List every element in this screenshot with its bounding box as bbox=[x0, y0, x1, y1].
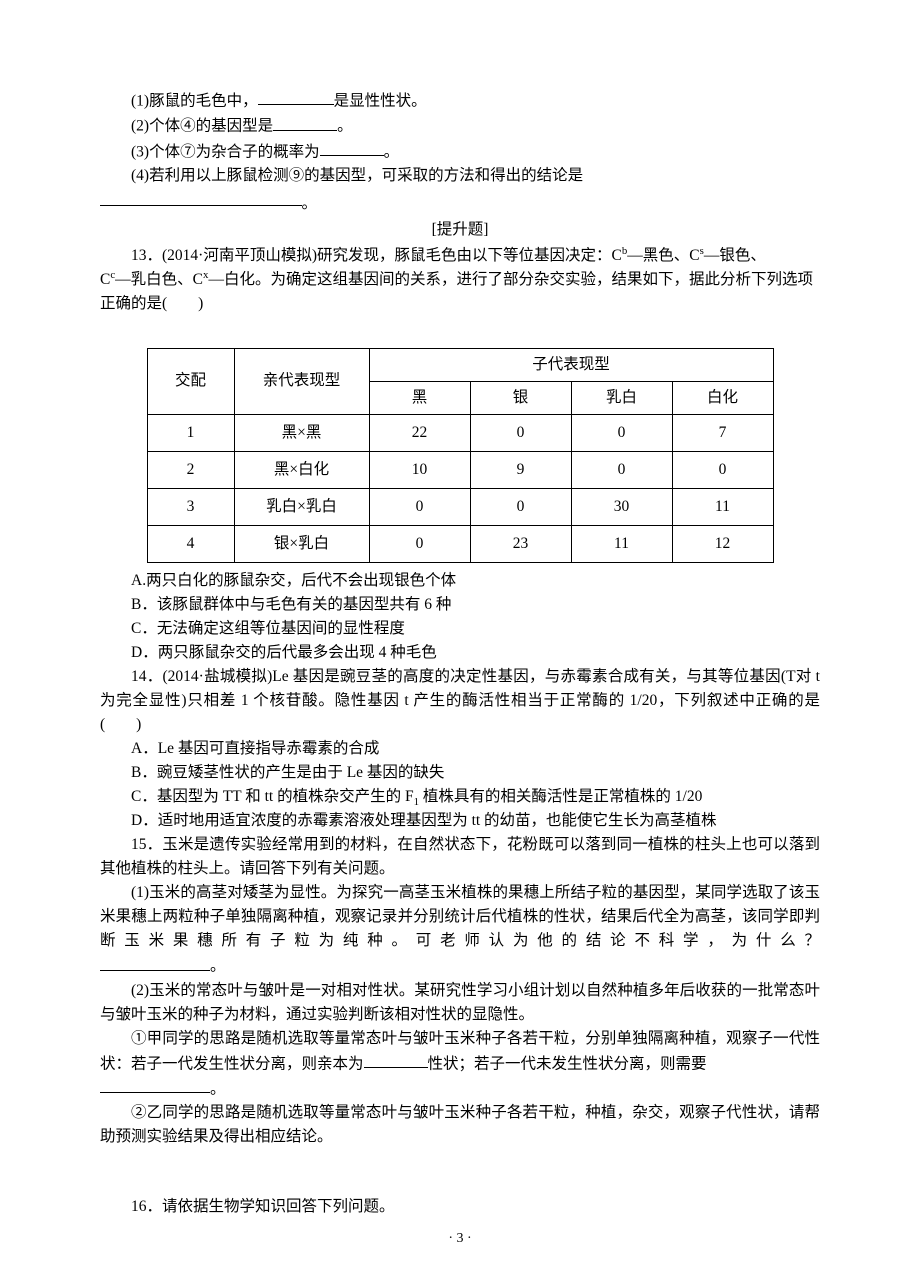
text: 13．(2014·河南平顶山模拟)研究发现，豚鼠毛色由以下等位基因决定：C bbox=[131, 247, 622, 264]
q13-optC: C．无法确定这组等位基因间的显性程度 bbox=[100, 617, 820, 641]
cell: 黑×白化 bbox=[234, 452, 369, 489]
th-mating: 交配 bbox=[147, 348, 234, 414]
cell: 0 bbox=[369, 489, 470, 526]
cell: 0 bbox=[571, 415, 672, 452]
q14-optA: A．Le 基因可直接指导赤霉素的合成 bbox=[100, 737, 820, 761]
blank-long bbox=[100, 953, 210, 970]
cell: 乳白×乳白 bbox=[234, 489, 369, 526]
cell: 11 bbox=[571, 526, 672, 563]
q15-p1-blank: 。 bbox=[100, 953, 820, 978]
cell: 30 bbox=[571, 489, 672, 526]
text: —银色、 bbox=[704, 247, 766, 264]
cell: 银×乳白 bbox=[234, 526, 369, 563]
text: 。 bbox=[302, 195, 318, 212]
blank bbox=[320, 139, 384, 156]
text: (2)个体④的基因型是 bbox=[131, 118, 273, 135]
th-sub: 乳白 bbox=[571, 382, 672, 415]
q14-optB: B．豌豆矮茎性状的产生是由于 Le 基因的缺失 bbox=[100, 761, 820, 785]
cell: 7 bbox=[672, 415, 773, 452]
table-row: 2 黑×白化 10 9 0 0 bbox=[147, 452, 773, 489]
cell: 3 bbox=[147, 489, 234, 526]
text: 是显性性状。 bbox=[334, 92, 427, 109]
text: [提升题] bbox=[432, 221, 489, 238]
th-offspring: 子代表现型 bbox=[369, 348, 773, 381]
text: 性状；若子一代未发生性状分离，则需要 bbox=[428, 1055, 707, 1072]
q-pre-line2: (2)个体④的基因型是 。 bbox=[100, 113, 820, 138]
cell: 4 bbox=[147, 526, 234, 563]
section-title: [提升题] bbox=[100, 218, 820, 242]
q15-p2-1: ①甲同学的思路是随机选取等量常态叶与皱叶玉米种子各若干粒，分别单独隔离种植，观察… bbox=[100, 1027, 820, 1076]
text: 。 bbox=[210, 958, 226, 975]
text: 。 bbox=[337, 118, 353, 135]
cell: 11 bbox=[672, 489, 773, 526]
text: —乳白色、C bbox=[115, 271, 203, 288]
cell: 0 bbox=[470, 489, 571, 526]
q15-stem: 15．玉米是遗传实验经常用到的材料，在自然状态下，花粉既可以落到同一植株的柱头上… bbox=[100, 833, 820, 881]
cell: 22 bbox=[369, 415, 470, 452]
text: (4)若利用以上豚鼠检测⑨的基因型，可采取的方法和得出的结论是 bbox=[131, 167, 583, 184]
cell: 9 bbox=[470, 452, 571, 489]
table-row: 3 乳白×乳白 0 0 30 11 bbox=[147, 489, 773, 526]
q-pre-line1: (1)豚鼠的毛色中， 是显性性状。 bbox=[100, 88, 820, 113]
text: (1)豚鼠的毛色中， bbox=[131, 92, 258, 109]
q13-optD: D．两只豚鼠杂交的后代最多会出现 4 种毛色 bbox=[100, 641, 820, 665]
cell: 0 bbox=[571, 452, 672, 489]
q14-optC: C．基因型为 TT 和 tt 的植株杂交产生的 F1 植株具有的相关酶活性是正常… bbox=[100, 785, 820, 809]
cell: 0 bbox=[470, 415, 571, 452]
spacer bbox=[100, 1149, 820, 1195]
page-number: · 3 · bbox=[0, 1228, 920, 1250]
q15-p2: (2)玉米的常态叶与皱叶是一对相对性状。某研究性学习小组计划以自然种植多年后收获… bbox=[100, 979, 820, 1027]
cell: 0 bbox=[369, 526, 470, 563]
cell: 0 bbox=[672, 452, 773, 489]
q13-stem-line2: Cc—乳白色、Cx—白化。为确定这组基因间的关系，进行了部分杂交实验，结果如下，… bbox=[100, 268, 820, 316]
q16: 16．请依据生物学知识回答下列问题。 bbox=[100, 1195, 820, 1219]
blank bbox=[258, 88, 334, 105]
q13-table: 交配 亲代表现型 子代表现型 黑 银 乳白 白化 1 黑×黑 22 0 0 7 … bbox=[147, 348, 774, 563]
q-pre-line4-blank: 。 bbox=[100, 188, 820, 216]
q15-p2-1-blank: 。 bbox=[100, 1076, 820, 1101]
table-row: 1 黑×黑 22 0 0 7 bbox=[147, 415, 773, 452]
text: 植株具有的相关酶活性是正常植株的 1/20 bbox=[419, 788, 702, 805]
blank bbox=[364, 1051, 428, 1068]
text: C．基因型为 TT 和 tt 的植株杂交产生的 F bbox=[131, 788, 414, 805]
text: 。 bbox=[210, 1080, 226, 1097]
text: C bbox=[100, 271, 110, 288]
q15-p2-2: ②乙同学的思路是随机选取等量常态叶与皱叶玉米种子各若干粒，种植，杂交，观察子代性… bbox=[100, 1101, 820, 1149]
table-row: 4 银×乳白 0 23 11 12 bbox=[147, 526, 773, 563]
blank bbox=[273, 113, 337, 130]
page: (1)豚鼠的毛色中，是显性性状。 (2)个体④的基因型是。 (3)个体⑦为杂合子… bbox=[0, 0, 920, 1274]
cell: 23 bbox=[470, 526, 571, 563]
q13-stem: 13．(2014·河南平顶山模拟)研究发现，豚鼠毛色由以下等位基因决定：Cb—黑… bbox=[100, 244, 820, 268]
th-parent: 亲代表现型 bbox=[234, 348, 369, 414]
cell: 黑×黑 bbox=[234, 415, 369, 452]
q-pre-line4: (4)若利用以上豚鼠检测⑨的基因型，可采取的方法和得出的结论是 bbox=[100, 164, 820, 188]
cell: 10 bbox=[369, 452, 470, 489]
q13-optA: A.两只白化的豚鼠杂交，后代不会出现银色个体 bbox=[100, 569, 820, 593]
cell: 12 bbox=[672, 526, 773, 563]
blank-long bbox=[100, 1076, 210, 1093]
cell: 1 bbox=[147, 415, 234, 452]
q-pre-line3: (3)个体⑦为杂合子的概率为 。 bbox=[100, 139, 820, 164]
th-sub: 黑 bbox=[369, 382, 470, 415]
text: (3)个体⑦为杂合子的概率为 bbox=[131, 143, 320, 160]
text: —黑色、C bbox=[627, 247, 699, 264]
cell: 2 bbox=[147, 452, 234, 489]
q14-optD: D．适时地用适宜浓度的赤霉素溶液处理基因型为 tt 的幼苗，也能使它生长为高茎植… bbox=[100, 809, 820, 833]
th-sub: 白化 bbox=[672, 382, 773, 415]
q14-stem: 14．(2014·盐城模拟)Le 基因是豌豆茎的高度的决定性基因，与赤霉素合成有… bbox=[100, 665, 820, 737]
table-header-row: 交配 亲代表现型 子代表现型 bbox=[147, 348, 773, 381]
text: 。 bbox=[384, 143, 400, 160]
blank-long bbox=[100, 188, 302, 206]
spacer bbox=[100, 316, 820, 340]
q15-p1: (1)玉米的高茎对矮茎为显性。为探究一高茎玉米植株的果穗上所结子粒的基因型，某同… bbox=[100, 881, 820, 953]
th-sub: 银 bbox=[470, 382, 571, 415]
q13-optB: B．该豚鼠群体中与毛色有关的基因型共有 6 种 bbox=[100, 593, 820, 617]
